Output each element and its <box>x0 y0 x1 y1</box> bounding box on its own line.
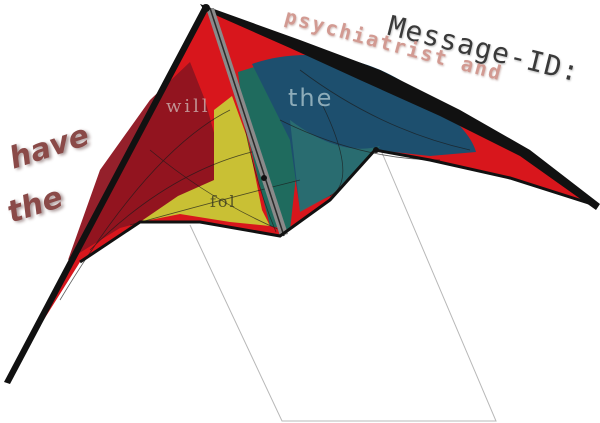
kite-wingtip-connector <box>373 147 379 153</box>
kite-standoff <box>261 175 267 181</box>
kite-trailing-edge <box>79 148 599 264</box>
text-the-kite: the <box>288 84 334 112</box>
text-fol: fol <box>210 192 237 211</box>
kite-nose <box>202 4 210 12</box>
kite-panel-teal <box>290 120 380 212</box>
kite-lines <box>189 147 497 422</box>
kite-panel-yellow <box>140 96 270 226</box>
kite-leading-edge <box>4 4 208 384</box>
text-will: will <box>166 96 211 117</box>
kite-leading-edge-right <box>200 4 600 210</box>
